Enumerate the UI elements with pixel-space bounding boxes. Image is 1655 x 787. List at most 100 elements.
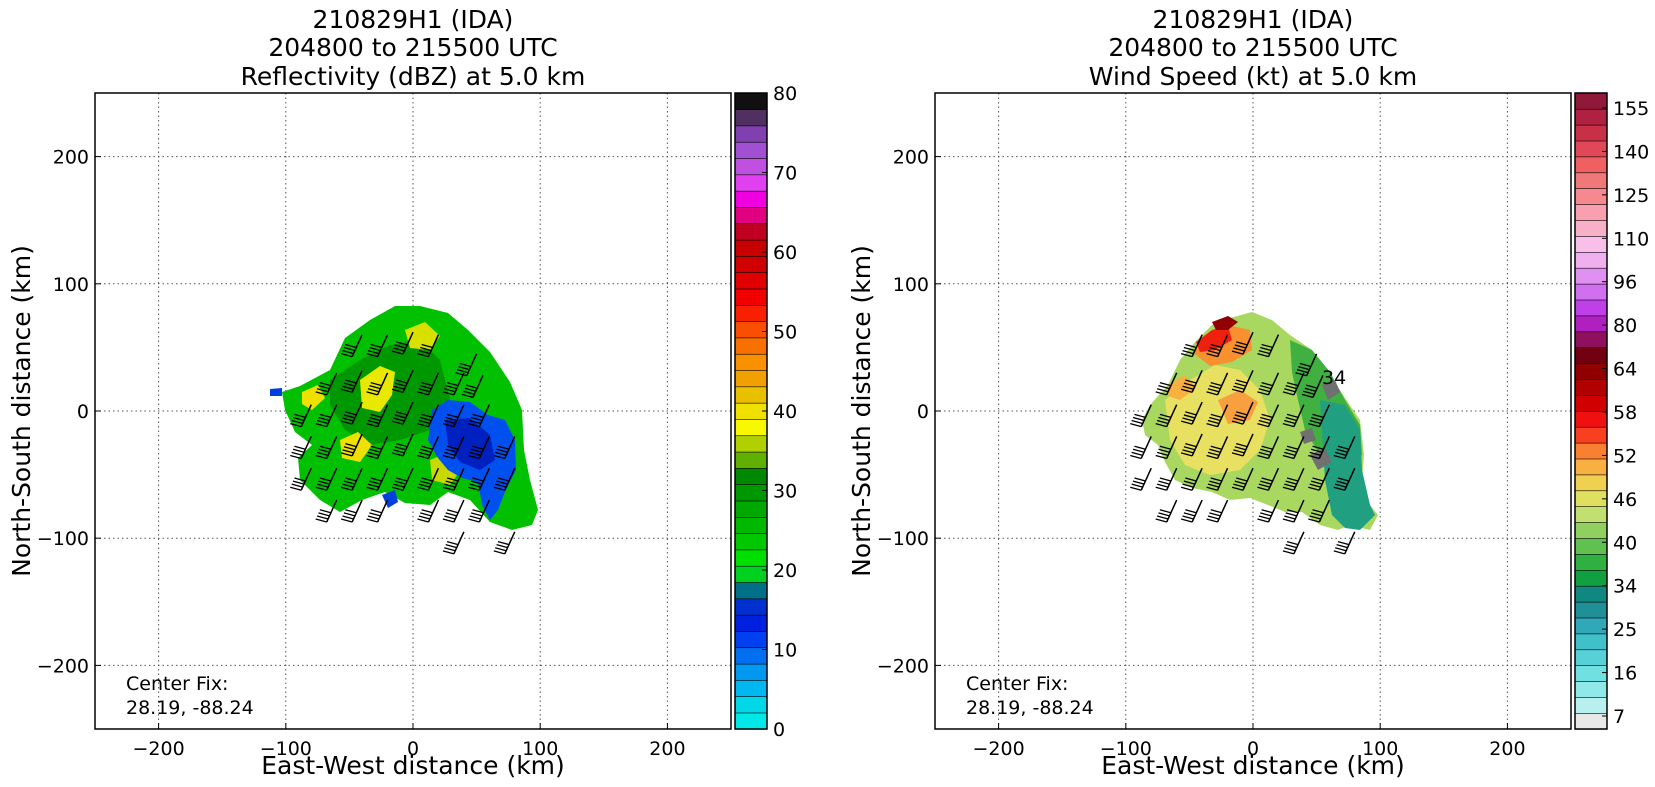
wind-barb (1206, 372, 1229, 396)
echo-dark-blue (445, 418, 495, 470)
y-tick-label: 0 (77, 401, 89, 423)
wind-barb (340, 334, 363, 358)
y-tick-label: 200 (53, 147, 89, 169)
colorbar-swatch (1574, 92, 1608, 110)
wind-barb (1333, 467, 1356, 491)
center-fix-value: 28.19, -88.24 (966, 697, 1094, 719)
wind-barb (1231, 331, 1254, 355)
wind-barb (340, 369, 363, 393)
wind-barb (1257, 372, 1280, 396)
wind-barb (1130, 436, 1152, 460)
wind-barb (461, 375, 484, 399)
colorbar-swatch (734, 304, 768, 322)
wind-barb (366, 467, 389, 491)
colorbar-swatch (1574, 601, 1608, 619)
y-tick-label: −100 (877, 528, 929, 550)
colorbar-swatch (734, 500, 768, 518)
y-tick-label: −100 (37, 528, 89, 550)
wind-barb (468, 436, 491, 460)
wind-barb (1257, 334, 1280, 358)
y-axis-label: North-South distance (km) (7, 245, 36, 577)
colorbar-swatch (1574, 506, 1608, 523)
x-tick-label: 100 (1362, 738, 1398, 760)
wind-barb (1155, 467, 1178, 491)
wind-barb (1180, 499, 1203, 523)
colorbar-swatch (734, 223, 768, 241)
title-line-2: 204800 to 215500 UTC (268, 33, 557, 62)
y-tick-label: −200 (877, 655, 929, 677)
wind-barb (417, 372, 440, 396)
colorbar-swatch (1574, 553, 1608, 571)
colorbar-swatch (734, 288, 768, 306)
panel-reflectivity: 210829H1 (IDA) 204800 to 215500 UTC Refl… (7, 5, 797, 780)
colorbar-label: 25 (1613, 619, 1637, 641)
wind-barb (1180, 334, 1203, 358)
colorbar-swatch (734, 565, 768, 583)
wind-barb (442, 531, 465, 555)
colorbar-swatch (1574, 156, 1608, 174)
wind-barb (366, 404, 389, 428)
y-tick-labels: −200 −100 0 100 200 (37, 147, 89, 678)
colorbar-swatch (1574, 649, 1608, 667)
wind-barb (1206, 436, 1229, 460)
x-tick-label: 200 (649, 738, 685, 760)
wind-barb (417, 499, 440, 523)
colorbar-label: 40 (773, 401, 797, 423)
y-axis-label: North-South distance (km) (847, 245, 876, 577)
wind-barb (315, 499, 338, 523)
wind-barb (1282, 531, 1305, 555)
colorbar-swatch (734, 239, 768, 257)
wind-barb (1295, 353, 1318, 377)
wind-dark-red-nw (1212, 316, 1238, 330)
wind-barb (1308, 499, 1331, 523)
colorbar-swatch (1574, 458, 1608, 476)
colorbar-label: 155 (1613, 98, 1649, 120)
colorbar-swatch (734, 533, 768, 551)
colorbar-label: 64 (1613, 359, 1637, 381)
colorbar-swatch (1574, 442, 1608, 460)
wind-barb (1130, 404, 1152, 428)
colorbar-label: 50 (773, 322, 797, 344)
echo-yellow-5 (302, 385, 325, 410)
colorbar-label: 125 (1613, 185, 1649, 207)
colorbar-swatch (734, 92, 768, 110)
x-tick-labels: −200 −100 0 100 200 (133, 738, 686, 760)
y-tick-labels: −200 −100 0 100 200 (877, 147, 929, 678)
wind-barb (340, 499, 363, 523)
x-tick-label: 200 (1489, 738, 1525, 760)
title-line-3: Reflectivity (dBZ) at 5.0 km (241, 62, 586, 91)
colorbar-swatch (1574, 680, 1608, 698)
wind-barb (442, 499, 465, 523)
colorbar-swatch (1574, 585, 1608, 603)
wind-barb (1333, 531, 1356, 555)
colorbar-label: 52 (1613, 445, 1637, 467)
colorbar-swatch (1574, 426, 1608, 444)
colorbar-swatch (1574, 362, 1608, 380)
colorbar-swatch (1574, 378, 1608, 396)
colorbar-swatch (1574, 299, 1608, 317)
colorbar-label: 96 (1613, 272, 1637, 294)
colorbar (1574, 92, 1608, 730)
y-tick-label: −200 (37, 655, 89, 677)
wind-barb (1180, 433, 1203, 457)
echo-blue-tail (270, 388, 282, 396)
wind-barb (1231, 401, 1254, 425)
colorbar-label: 16 (1613, 663, 1637, 685)
wind-barb (290, 436, 312, 460)
wind-barb (1257, 499, 1280, 523)
colorbar-swatch (1574, 394, 1608, 412)
colorbar-swatch (734, 451, 768, 469)
wind-barb (1308, 404, 1331, 428)
colorbar-swatch (1574, 124, 1608, 142)
wind-barb (315, 372, 338, 396)
x-tick-label: −200 (133, 738, 185, 760)
title-line-3: Wind Speed (kt) at 5.0 km (1089, 62, 1417, 91)
wind-barb (315, 467, 338, 491)
colorbar-swatch (734, 190, 768, 208)
colorbar-label: 20 (773, 560, 797, 582)
wind-barb (391, 401, 414, 425)
colorbar-swatch (734, 125, 768, 143)
colorbar-swatch (734, 663, 768, 681)
colorbar-label: 110 (1613, 228, 1649, 250)
colorbar-swatch (734, 712, 768, 730)
